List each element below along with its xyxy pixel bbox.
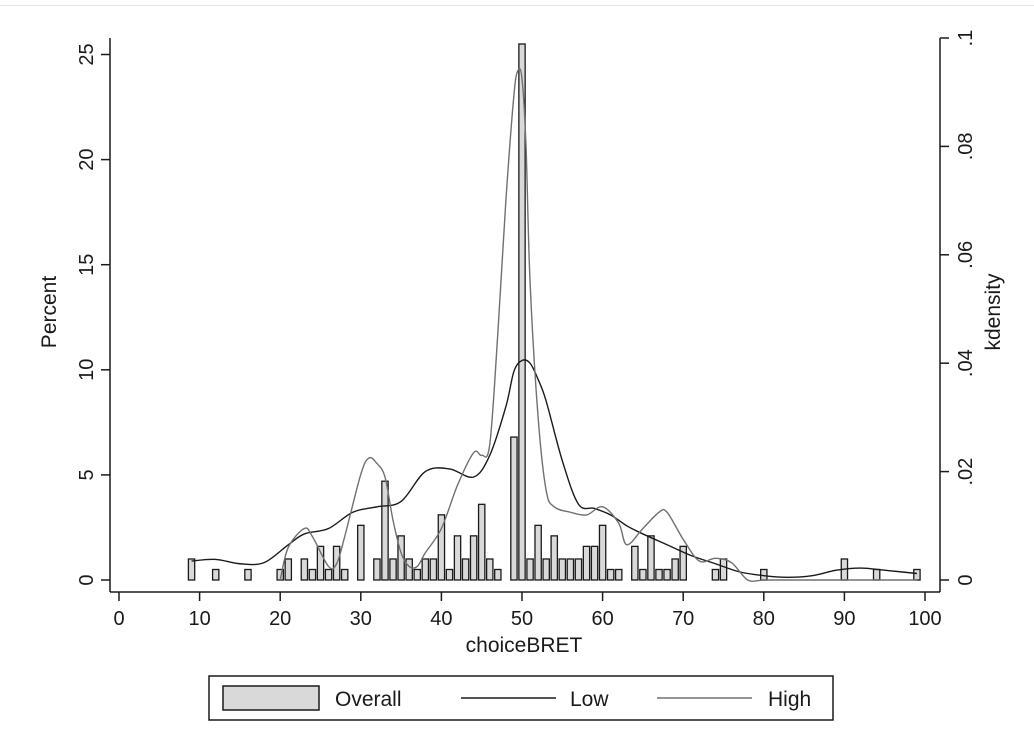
x-axis-title: choiceBRET <box>466 634 583 657</box>
histogram-bar <box>413 568 422 581</box>
histogram-bar <box>574 558 583 581</box>
histogram-bar <box>679 545 687 581</box>
histogram-bar <box>590 545 599 581</box>
histogram-bar <box>211 568 220 581</box>
histogram-bar <box>389 558 397 581</box>
y2-ticks: 0 .02 .04 .06 .08 .1 <box>940 30 977 586</box>
histogram-bar <box>542 558 550 581</box>
legend: Overall Low High <box>208 675 834 721</box>
histogram-bar <box>453 535 462 581</box>
histogram-bar <box>340 568 349 581</box>
histogram-bar <box>510 436 518 581</box>
histogram-bar <box>518 43 526 581</box>
histogram-bar <box>373 558 381 581</box>
histogram-bar <box>421 558 430 581</box>
x-tick-label: 90 <box>833 608 855 630</box>
histogram-bar <box>477 503 486 581</box>
histogram-bar <box>316 545 325 581</box>
histogram-bar <box>469 535 478 581</box>
histogram-bar <box>671 558 679 581</box>
histogram-bar <box>655 568 663 581</box>
histogram-bar <box>244 568 252 581</box>
histogram-bar <box>913 568 921 581</box>
histogram-bar <box>461 558 470 581</box>
x-tick-label: 100 <box>908 608 941 630</box>
x-tick-label: 40 <box>430 608 452 630</box>
histogram-bar <box>445 568 454 581</box>
legend-label-low: Low <box>570 688 609 711</box>
x-tick-label: 10 <box>188 608 210 630</box>
histogram-bar <box>187 558 196 581</box>
legend-label-overall: Overall <box>335 688 402 711</box>
legend-label-high: High <box>768 688 811 711</box>
x-tick-label: 50 <box>511 608 533 630</box>
histogram-bar <box>324 568 333 581</box>
histogram-bar <box>631 545 639 581</box>
histogram-bar <box>284 558 293 581</box>
histogram-bar <box>582 545 591 581</box>
x-tick-label: 30 <box>350 608 372 630</box>
legend-swatch-overall <box>222 685 320 711</box>
y2-axis-title: kdensity <box>982 273 1005 351</box>
histogram-bar <box>381 480 389 581</box>
series-line-high <box>279 67 917 582</box>
histogram-bar <box>437 514 446 581</box>
histogram-bar <box>526 558 534 581</box>
plot-area <box>187 43 921 582</box>
y-axis-title: Percent <box>38 276 61 349</box>
histogram-bar <box>397 535 405 581</box>
histogram-bar <box>308 568 317 581</box>
y-tick-label: 5 <box>76 469 98 480</box>
histogram-bar <box>550 535 559 581</box>
histogram-bar <box>429 558 438 581</box>
histogram-bar <box>494 568 502 581</box>
y2-tick-label: 0 <box>955 574 977 585</box>
histogram-bar <box>566 558 575 581</box>
y-tick-label: 10 <box>76 359 98 381</box>
y2-tick-label: .06 <box>955 241 977 269</box>
y2-tick-label: .04 <box>955 349 977 377</box>
x-tick-label: 80 <box>753 608 775 630</box>
y-ticks: 0 5 10 15 20 25 <box>76 43 110 586</box>
histogram-bar <box>606 568 615 581</box>
x-tick-label: 60 <box>591 608 613 630</box>
histogram-bar <box>534 524 542 581</box>
x-ticks: 0 10 20 30 40 50 60 70 80 90 100 <box>113 592 942 630</box>
histogram-bar <box>639 568 647 581</box>
histogram-bar <box>872 568 881 581</box>
x-tick-label: 0 <box>113 608 124 630</box>
histogram-bar <box>719 558 728 581</box>
y2-tick-label: .1 <box>955 30 977 47</box>
histogram-bar <box>614 568 623 581</box>
y2-tick-label: .02 <box>955 458 977 486</box>
x-tick-label: 20 <box>269 608 291 630</box>
series-line-low <box>191 359 918 578</box>
histogram-bar <box>558 558 567 581</box>
histogram-bar <box>405 558 413 581</box>
histogram-bar <box>711 568 720 581</box>
y2-tick-label: .08 <box>955 132 977 160</box>
histogram-bar <box>485 558 494 581</box>
x-tick-label: 70 <box>672 608 694 630</box>
histogram-bar <box>663 568 671 581</box>
y-tick-label: 15 <box>76 254 98 276</box>
y-tick-label: 0 <box>76 574 98 585</box>
histogram-bar <box>598 524 607 581</box>
y-tick-label: 25 <box>76 43 98 65</box>
histogram-bar <box>647 535 655 581</box>
histogram-bar <box>300 558 309 581</box>
histogram-bar <box>357 524 365 581</box>
y-tick-label: 20 <box>76 148 98 170</box>
